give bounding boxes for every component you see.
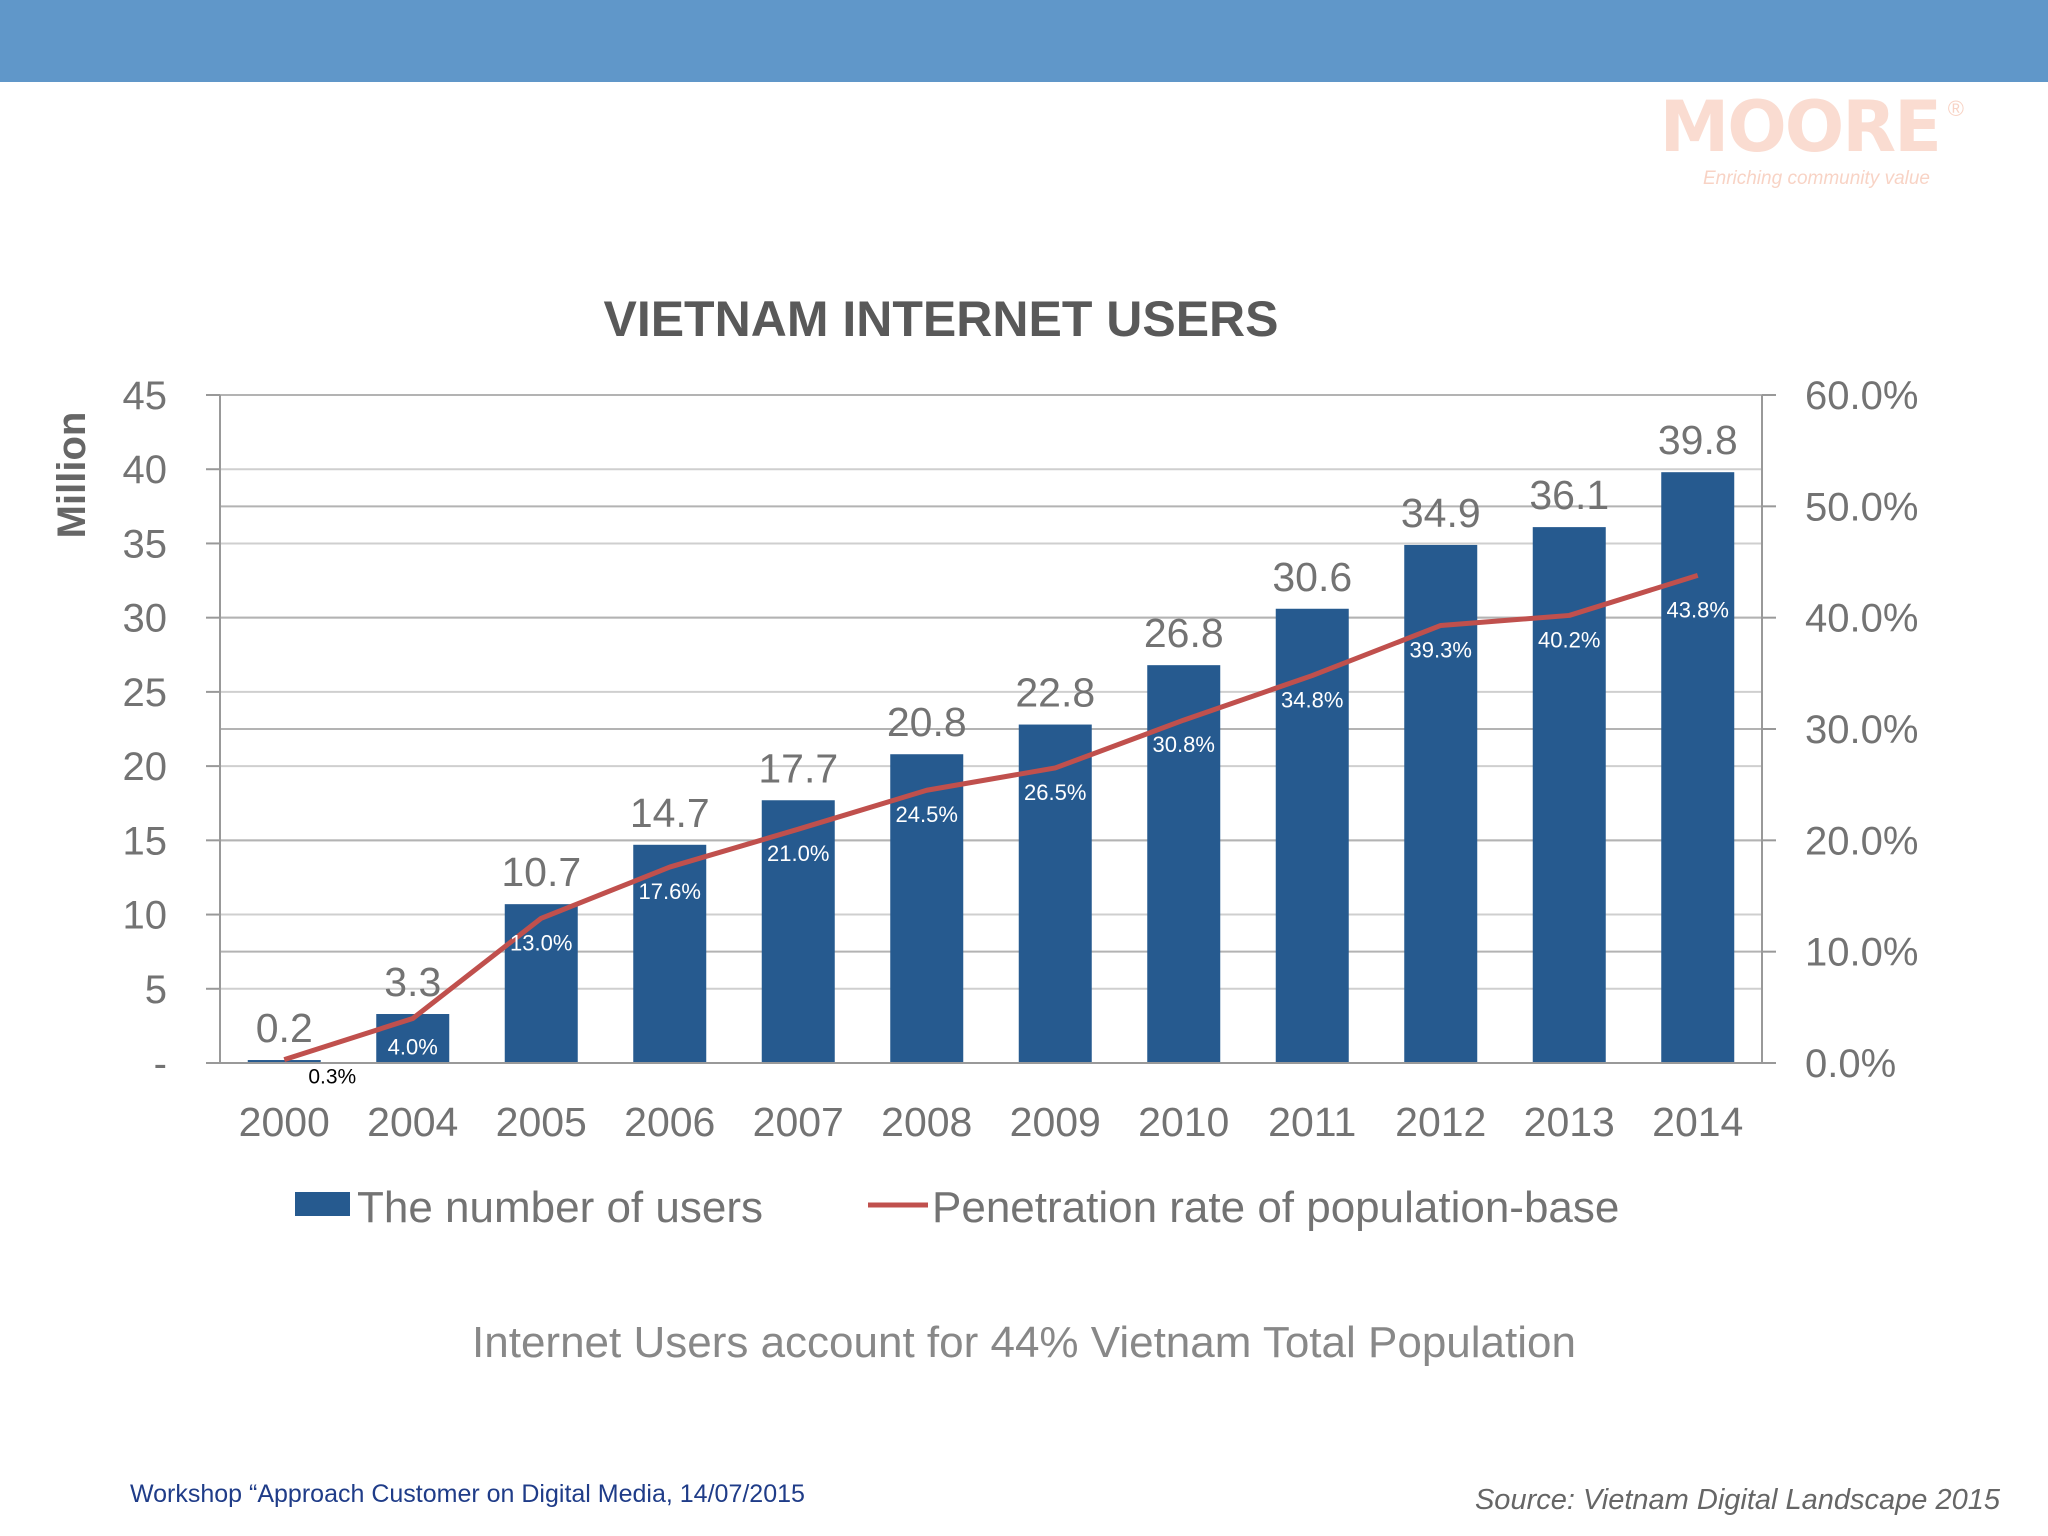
bar-2006 [633, 844, 707, 1063]
x-tick-label: 2000 [239, 1099, 330, 1145]
x-tick-label: 2012 [1395, 1099, 1486, 1145]
bar-value-label: 30.6 [1272, 554, 1352, 600]
line-value-label: 34.8% [1281, 688, 1343, 713]
x-tick-label: 2005 [496, 1099, 587, 1145]
x-tick-label: 2014 [1652, 1099, 1743, 1145]
y2-tick-label: 50.0% [1805, 485, 1918, 529]
x-tick-label: 2007 [753, 1099, 844, 1145]
y-tick-label: 45 [123, 374, 168, 418]
header-bar [0, 0, 2048, 82]
x-tick-label: 2004 [367, 1099, 458, 1145]
bar-2014 [1661, 472, 1735, 1063]
bar-value-label: 34.9 [1401, 490, 1481, 536]
workshop-footer: Workshop “Approach Customer on Digital M… [130, 1480, 805, 1508]
y2-tick-label: 60.0% [1805, 374, 1918, 418]
penetration-line [283, 572, 1699, 1063]
y-tick-label: - [154, 1042, 167, 1086]
line-value-label: 30.8% [1153, 732, 1215, 757]
line-value-label: 26.5% [1024, 780, 1086, 805]
bar-2004 [376, 1014, 450, 1063]
y-tick-label: 30 [123, 597, 168, 641]
y-tick-label: 5 [145, 968, 167, 1012]
y2-tick-label: 0.0% [1805, 1042, 1896, 1086]
line-value-label: 17.6% [639, 879, 701, 904]
source-note: Source: Vietnam Digital Landscape 2015 [1474, 1484, 2000, 1516]
legend-line-label: Penetration rate of population-base [932, 1183, 1619, 1232]
legend-bar-label: The number of users [357, 1183, 763, 1232]
bar-2000 [247, 1060, 321, 1063]
y2-tick-label: 30.0% [1805, 708, 1918, 752]
bar-value-label: 22.8 [1015, 670, 1095, 716]
moore-logo: MOORE ® Enriching community value [1660, 92, 1990, 202]
bar-value-label: 20.8 [887, 699, 967, 745]
y-tick-label: 35 [123, 522, 168, 566]
line-value-label: 43.8% [1667, 597, 1729, 622]
logo-registered-mark: ® [1947, 96, 1964, 121]
line-value-label: 13.0% [510, 930, 572, 955]
bar-value-label: 3.3 [384, 959, 441, 1005]
bar-value-label: 0.2 [256, 1005, 313, 1051]
bar-2012 [1404, 544, 1478, 1063]
x-tick-label: 2010 [1138, 1099, 1229, 1145]
chart-subtitle: Internet Users account for 44% Vietnam T… [472, 1318, 1576, 1367]
bar-value-label: 14.7 [630, 790, 710, 836]
bar-2010 [1147, 665, 1221, 1063]
x-tick-label: 2009 [1010, 1099, 1101, 1145]
y2-tick-label: 20.0% [1805, 819, 1918, 863]
line-value-label: 24.5% [896, 802, 958, 827]
logo-wordmark: MOORE [1659, 86, 1942, 168]
line-value-label: 4.0% [388, 1034, 438, 1059]
line-value-label: 0.3% [308, 1066, 356, 1089]
bar-2007 [761, 800, 835, 1063]
x-tick-label: 2008 [881, 1099, 972, 1145]
line-value-label: 21.0% [767, 841, 829, 866]
y2-tick-label: 40.0% [1805, 597, 1918, 641]
x-tick-label: 2006 [624, 1099, 715, 1145]
bar-value-label: 10.7 [501, 849, 581, 895]
legend-bar-swatch [295, 1192, 350, 1216]
y-tick-label: 25 [123, 671, 168, 715]
bar-2009 [1018, 724, 1092, 1063]
line-value-label: 40.2% [1538, 627, 1600, 652]
bar-2005 [504, 904, 578, 1063]
x-tick-label: 2013 [1524, 1099, 1615, 1145]
bar-value-label: 17.7 [758, 745, 838, 791]
y-tick-label: 40 [123, 448, 168, 492]
logo-tagline: Enriching community value [1702, 168, 1930, 189]
y-tick-label: 15 [123, 819, 168, 863]
bar-value-label: 26.8 [1144, 610, 1224, 656]
bar-value-label: 36.1 [1529, 472, 1609, 518]
y2-tick-label: 10.0% [1805, 931, 1918, 975]
bar-2008 [890, 754, 964, 1063]
y-tick-label: 10 [123, 894, 168, 938]
line-value-label: 39.3% [1410, 637, 1472, 662]
x-tick-label: 2011 [1268, 1099, 1356, 1145]
y-tick-label: 20 [123, 745, 168, 789]
chart-title: VIETNAM INTERNET USERS [603, 291, 1278, 347]
y-axis-label: Million [50, 412, 94, 539]
bar-value-label: 39.8 [1658, 417, 1738, 463]
